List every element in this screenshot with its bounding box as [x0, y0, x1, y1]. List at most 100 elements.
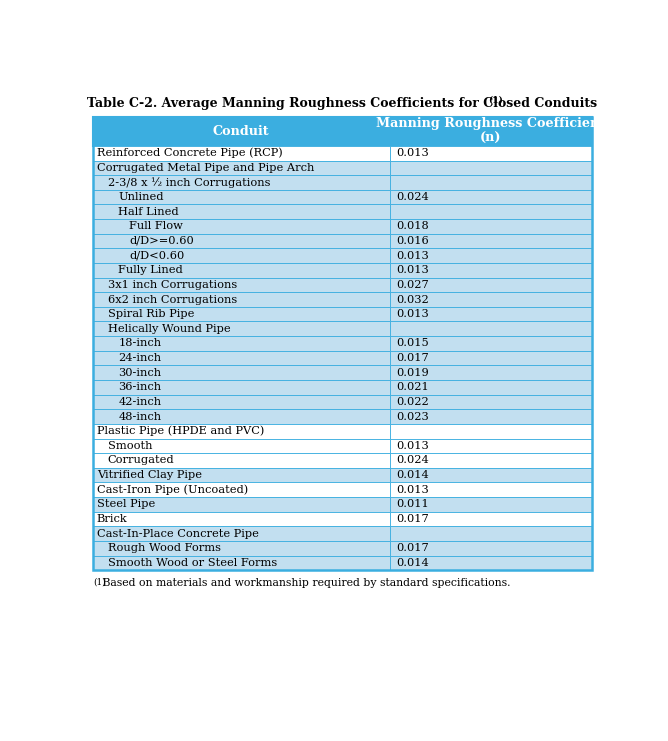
Bar	[93, 526, 389, 541]
Bar	[93, 497, 389, 511]
Text: 0.019: 0.019	[396, 368, 429, 378]
Text: 0.015: 0.015	[396, 339, 429, 348]
Text: 0.016: 0.016	[396, 236, 429, 246]
Text: 0.013: 0.013	[396, 148, 429, 159]
Text: 36-inch: 36-inch	[118, 382, 162, 392]
Text: 0.018: 0.018	[396, 222, 429, 231]
Bar	[389, 116, 592, 146]
Text: 18-inch: 18-inch	[118, 339, 162, 348]
Bar	[389, 497, 592, 511]
Text: Full Flow: Full Flow	[129, 222, 183, 231]
Text: Based on materials and workmanship required by standard specifications.: Based on materials and workmanship requi…	[99, 578, 510, 588]
Text: 48-inch: 48-inch	[118, 411, 162, 422]
Bar	[389, 233, 592, 248]
Bar	[389, 453, 592, 468]
Text: 0.014: 0.014	[396, 470, 429, 480]
Text: 0.032: 0.032	[396, 294, 429, 305]
Bar	[93, 336, 389, 350]
Bar	[93, 556, 389, 570]
Bar	[93, 116, 389, 146]
Text: Half Lined: Half Lined	[118, 207, 179, 216]
Bar	[389, 541, 592, 556]
Bar	[389, 468, 592, 482]
Text: Manning Roughness Coefficient
(n): Manning Roughness Coefficient (n)	[376, 117, 605, 145]
Text: Reinforced Concrete Pipe (RCP): Reinforced Concrete Pipe (RCP)	[97, 148, 283, 159]
Text: 0.013: 0.013	[396, 441, 429, 451]
Text: Plastic Pipe (HPDE and PVC): Plastic Pipe (HPDE and PVC)	[97, 426, 264, 436]
Bar	[389, 350, 592, 365]
Bar	[93, 395, 389, 409]
Bar	[389, 292, 592, 307]
Bar	[389, 380, 592, 395]
Text: Vitrified Clay Pipe: Vitrified Clay Pipe	[97, 470, 202, 480]
Text: Brick: Brick	[97, 514, 128, 524]
Bar	[389, 439, 592, 453]
Text: Smooth Wood or Steel Forms: Smooth Wood or Steel Forms	[108, 558, 277, 568]
Bar	[389, 161, 592, 175]
Bar	[389, 556, 592, 570]
Text: 0.022: 0.022	[396, 397, 429, 407]
Text: Smooth: Smooth	[108, 441, 152, 451]
Bar	[389, 482, 592, 497]
Bar	[93, 424, 389, 439]
Text: d/D>=0.60: d/D>=0.60	[129, 236, 194, 246]
Text: Cast-In-Place Concrete Pipe: Cast-In-Place Concrete Pipe	[97, 528, 259, 539]
Text: Corrugated: Corrugated	[108, 456, 174, 465]
Bar	[93, 219, 389, 233]
Text: Corrugated Metal Pipe and Pipe Arch: Corrugated Metal Pipe and Pipe Arch	[97, 163, 314, 173]
Bar	[93, 307, 389, 322]
Bar	[389, 219, 592, 233]
Text: 0.017: 0.017	[396, 543, 429, 554]
Text: 0.014: 0.014	[396, 558, 429, 568]
Text: Steel Pipe: Steel Pipe	[97, 499, 155, 509]
Bar	[389, 205, 592, 219]
Bar	[93, 278, 389, 292]
Text: Unlined: Unlined	[118, 192, 164, 202]
Text: Rough Wood Forms: Rough Wood Forms	[108, 543, 220, 554]
Text: 0.027: 0.027	[396, 280, 429, 290]
Bar	[93, 468, 389, 482]
Text: 24-inch: 24-inch	[118, 353, 162, 363]
Text: 3x1 inch Corrugations: 3x1 inch Corrugations	[108, 280, 236, 290]
Bar	[93, 453, 389, 468]
Bar	[389, 322, 592, 336]
Text: Spiral Rib Pipe: Spiral Rib Pipe	[108, 309, 194, 319]
Text: Conduit: Conduit	[213, 124, 270, 138]
Bar	[93, 482, 389, 497]
Text: 0.013: 0.013	[396, 250, 429, 261]
Bar	[389, 365, 592, 380]
Bar	[93, 161, 389, 175]
Text: (1): (1)	[488, 96, 503, 105]
Bar	[93, 146, 389, 161]
Bar	[93, 175, 389, 190]
Bar	[93, 409, 389, 424]
Bar	[389, 395, 592, 409]
Text: 0.023: 0.023	[396, 411, 429, 422]
Bar	[389, 307, 592, 322]
Text: 0.024: 0.024	[396, 456, 429, 465]
Bar	[93, 233, 389, 248]
Bar	[93, 205, 389, 219]
Text: d/D<0.60: d/D<0.60	[129, 250, 184, 261]
Text: 0.013: 0.013	[396, 265, 429, 275]
Text: Table C-2. Average Manning Roughness Coefficients for Closed Conduits: Table C-2. Average Manning Roughness Coe…	[88, 97, 597, 110]
Text: 30-inch: 30-inch	[118, 368, 162, 378]
Text: Cast-Iron Pipe (Uncoated): Cast-Iron Pipe (Uncoated)	[97, 485, 248, 495]
Bar	[93, 365, 389, 380]
Bar	[389, 263, 592, 278]
Text: 0.013: 0.013	[396, 485, 429, 495]
Text: 0.021: 0.021	[396, 382, 429, 392]
Bar	[389, 511, 592, 526]
Bar	[93, 511, 389, 526]
Text: 0.017: 0.017	[396, 353, 429, 363]
Text: 2-3/8 x ½ inch Corrugations: 2-3/8 x ½ inch Corrugations	[108, 177, 270, 188]
Bar	[93, 541, 389, 556]
Text: 6x2 inch Corrugations: 6x2 inch Corrugations	[108, 294, 236, 305]
Bar	[389, 146, 592, 161]
Text: 42-inch: 42-inch	[118, 397, 162, 407]
Bar	[93, 350, 389, 365]
Bar	[93, 190, 389, 205]
Text: Helically Wound Pipe: Helically Wound Pipe	[108, 324, 230, 333]
Bar	[389, 278, 592, 292]
Bar	[389, 409, 592, 424]
